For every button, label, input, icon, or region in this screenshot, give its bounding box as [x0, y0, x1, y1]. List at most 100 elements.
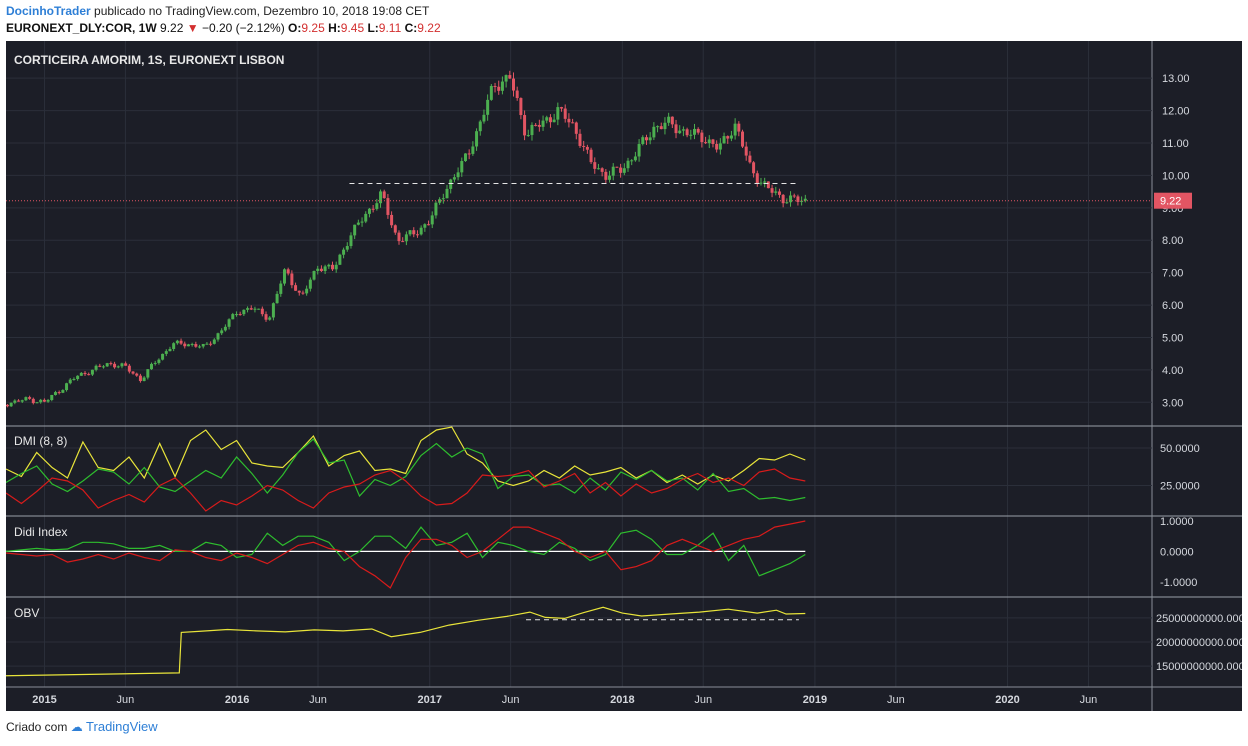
candle-body: [127, 365, 131, 372]
candle-body: [72, 379, 76, 381]
tradingview-brand[interactable]: TradingView: [86, 719, 158, 734]
last-price: 9.22: [160, 21, 184, 35]
price-axis-tick-label: 10.00: [1162, 170, 1190, 182]
obv-axis-tick-label: 15000000000.0000: [1156, 661, 1242, 673]
candle-body: [434, 202, 438, 216]
candle-body: [800, 200, 804, 202]
candle-body: [279, 283, 283, 294]
candle-body: [268, 317, 272, 320]
candle-body: [53, 392, 57, 395]
candle-body: [560, 107, 564, 109]
candle-body: [519, 98, 523, 116]
candle-body: [401, 241, 405, 243]
didi-axis-tick-label: 1.0000: [1160, 516, 1194, 528]
candle-body: [785, 202, 789, 204]
candle-body: [9, 402, 13, 407]
last-price-badge-label: 9.22: [1160, 196, 1181, 208]
candle-body: [441, 198, 445, 200]
candle-body: [692, 128, 696, 135]
candle-body: [685, 129, 689, 136]
candle-body: [548, 117, 552, 123]
candle-body: [301, 292, 305, 294]
candle-body: [164, 351, 168, 354]
ohlc-line: EURONEXT_DLY:COR, 1W 9.22 ▼ −0.20 (−2.12…: [6, 21, 441, 35]
candle-body: [486, 99, 490, 115]
candle-body: [205, 343, 209, 345]
price-axis-tick-label: 12.00: [1162, 106, 1190, 118]
candle-body: [305, 288, 309, 294]
author-link[interactable]: DocinhoTrader: [6, 4, 91, 18]
candle-body: [707, 139, 711, 144]
candle-body: [741, 131, 745, 147]
candle-body: [681, 129, 685, 131]
candle-body: [626, 160, 630, 169]
candle-body: [766, 181, 770, 189]
candle-body: [571, 122, 575, 124]
candle-body: [57, 392, 61, 394]
dmi-red-line: [6, 468, 806, 512]
candle-body: [242, 309, 246, 315]
candle-body: [803, 198, 807, 201]
candle-body: [68, 379, 72, 384]
candle-body: [615, 166, 619, 168]
candle-body: [412, 230, 416, 235]
candle-body: [331, 264, 335, 270]
candle-body: [659, 126, 663, 130]
candle-body: [689, 134, 693, 136]
created-with-text: Criado com: [6, 720, 68, 734]
chart-background: [6, 41, 1242, 711]
price-axis-tick-label: 6.00: [1162, 300, 1183, 312]
candle-body: [367, 208, 371, 214]
candle-body: [94, 365, 98, 370]
candle-body: [371, 208, 375, 210]
candle-body: [342, 249, 346, 255]
time-axis-tick-label: Jun: [887, 694, 905, 706]
candle-body: [652, 126, 656, 138]
candle-body: [789, 195, 793, 203]
candle-body: [467, 153, 471, 155]
candle-body: [608, 175, 612, 180]
close-label: C:: [404, 21, 418, 35]
candle-body: [419, 227, 423, 235]
candle-body: [50, 394, 54, 401]
candle-body: [718, 143, 722, 150]
candle-body: [711, 139, 715, 144]
symbol-label: EURONEXT_DLY:COR, 1W: [6, 21, 157, 35]
dmi-green-line: [6, 438, 806, 502]
candle-body: [445, 188, 449, 199]
candle-body: [489, 85, 493, 100]
low-value: 9.11: [378, 21, 402, 35]
candle-body: [463, 153, 467, 162]
candle-body: [124, 363, 128, 366]
high-value: 9.45: [340, 21, 365, 35]
candle-body: [186, 344, 190, 347]
candle-body: [90, 369, 94, 375]
candle-body: [644, 137, 648, 141]
open-label: O:: [288, 21, 302, 35]
candle-body: [611, 166, 615, 176]
candle-body: [131, 371, 135, 374]
candle-body: [231, 314, 235, 320]
didi-pane-title: Didi Index: [14, 525, 67, 539]
footer: Criado com ☁ TradingView: [6, 719, 158, 734]
chart-canvas[interactable]: 13.0012.0011.0010.009.008.007.006.005.00…: [6, 41, 1242, 711]
candle-body: [271, 303, 275, 318]
candle-body: [556, 107, 560, 120]
candle-body: [135, 373, 139, 376]
candle-body: [101, 366, 105, 368]
candle-body: [246, 308, 250, 310]
candle-body: [704, 142, 708, 144]
candle-body: [574, 122, 578, 134]
candle-body: [379, 191, 383, 204]
candle-body: [98, 365, 102, 367]
candle-body: [260, 308, 264, 315]
candle-body: [220, 330, 224, 334]
candle-body: [198, 346, 202, 348]
candle-body: [209, 343, 213, 345]
time-axis-tick-label: Jun: [309, 694, 327, 706]
candle-body: [637, 144, 641, 157]
candle-body: [157, 359, 161, 363]
candle-body: [729, 135, 733, 139]
candle-body: [327, 264, 331, 267]
candle-body: [223, 326, 227, 331]
